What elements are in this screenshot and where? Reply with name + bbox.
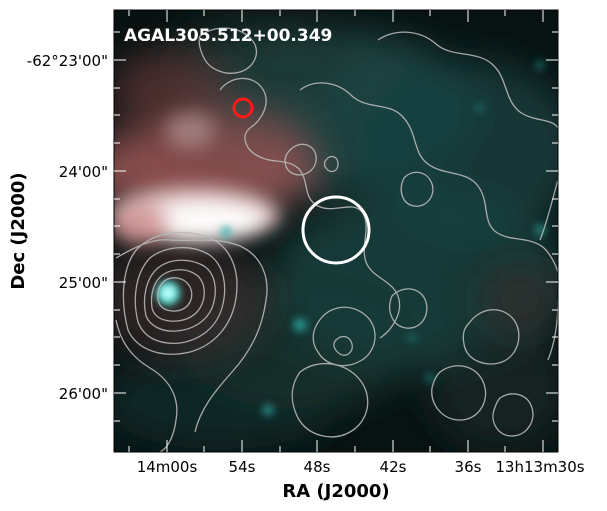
y-tick-label: 24'00": [59, 163, 108, 181]
contour-lines: [115, 27, 558, 452]
contour-outer-east-4: [462, 309, 520, 365]
contour-level-5: [157, 277, 193, 312]
bright-emission-region: [114, 112, 280, 245]
contour-outer-south-4: [431, 365, 487, 421]
contour-level-2: [134, 246, 226, 344]
x-tick-labels: 14m00s 54s 48s 42s 36s 13h13m30s: [137, 458, 585, 476]
white-circle-marker: [301, 195, 371, 265]
x-tick-label: 14m00s: [137, 458, 198, 476]
contour-outer-east-1: [299, 82, 558, 273]
y-tick-label: 25'00": [59, 274, 108, 292]
contour-outer-small-1: [333, 335, 353, 356]
x-tick-label: 54s: [229, 458, 256, 476]
contour-level-1: [122, 231, 238, 355]
x-tick-label: 13h13m30s: [495, 458, 584, 476]
plot-frame: [113, 9, 559, 453]
tick-marks: [114, 10, 558, 452]
contour-outer-small-2: [323, 155, 339, 173]
contour-outer-west: [115, 239, 268, 452]
contour-outer-north-2: [284, 143, 317, 176]
contour-outer-center: [219, 77, 401, 339]
cyan-point-sources: [156, 60, 546, 416]
contour-outer-north: [198, 27, 257, 74]
red-circle-marker: [232, 97, 254, 119]
y-axis-title: Dec (J2000): [8, 172, 29, 289]
minor-tick-marks: [114, 10, 558, 452]
y-tick-label: -62°23'00": [27, 52, 108, 70]
x-tick-label: 48s: [304, 458, 331, 476]
image-panel: [114, 10, 558, 452]
contour-outer-east-3: [400, 171, 434, 207]
y-tick-labels: -62°23'00" 24'00" 25'00" 26'00": [27, 52, 108, 403]
red-dust-emission: [114, 50, 558, 360]
x-tick-label: 36s: [455, 458, 482, 476]
contour-outer-south-2: [389, 288, 428, 329]
contour-outer-south-5: [492, 393, 534, 437]
y-tick-label: 26'00": [59, 385, 108, 403]
contour-outer-south-3: [291, 362, 369, 438]
contour-outer-east-2: [377, 31, 558, 129]
contour-outer-south-1: [312, 306, 376, 367]
source-name-label: AGAL305.512+00.349: [124, 26, 332, 46]
contour-level-4: [150, 269, 205, 322]
x-tick-label: 42s: [380, 458, 407, 476]
contour-level-3: [143, 259, 216, 332]
x-axis-title: RA (J2000): [282, 481, 389, 502]
